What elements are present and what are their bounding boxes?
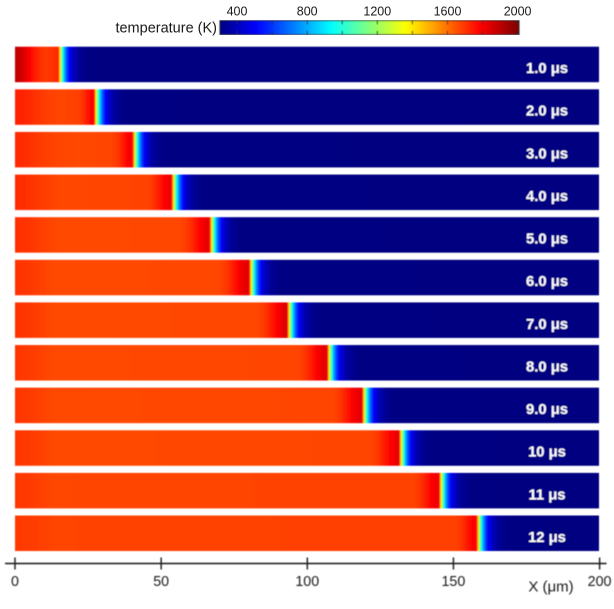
svg-text:2.0 μs: 2.0 μs [526,104,568,120]
svg-text:10 μs: 10 μs [528,445,566,461]
svg-text:3.0 μs: 3.0 μs [526,146,568,162]
svg-text:temperature (K): temperature (K) [115,21,217,37]
svg-text:1200: 1200 [363,5,391,19]
svg-text:50: 50 [153,574,169,590]
svg-text:400: 400 [227,5,248,19]
svg-text:11 μs: 11 μs [528,487,565,503]
svg-text:12 μs: 12 μs [528,530,566,546]
svg-text:100: 100 [295,574,319,590]
svg-text:5.0 μs: 5.0 μs [526,232,568,248]
svg-text:150: 150 [441,574,465,590]
svg-text:1600: 1600 [434,5,462,19]
svg-text:X (μm): X (μm) [528,579,573,596]
svg-text:4.0 μs: 4.0 μs [526,189,568,205]
svg-text:6.0 μs: 6.0 μs [526,274,568,290]
svg-text:8.0 μs: 8.0 μs [526,359,568,375]
svg-text:200: 200 [588,574,612,590]
svg-text:7.0 μs: 7.0 μs [526,317,568,333]
svg-text:1.0 μs: 1.0 μs [526,61,568,77]
svg-text:800: 800 [297,5,318,19]
svg-text:9.0 μs: 9.0 μs [526,402,568,418]
svg-text:0: 0 [11,574,19,590]
svg-text:2000: 2000 [504,5,532,19]
